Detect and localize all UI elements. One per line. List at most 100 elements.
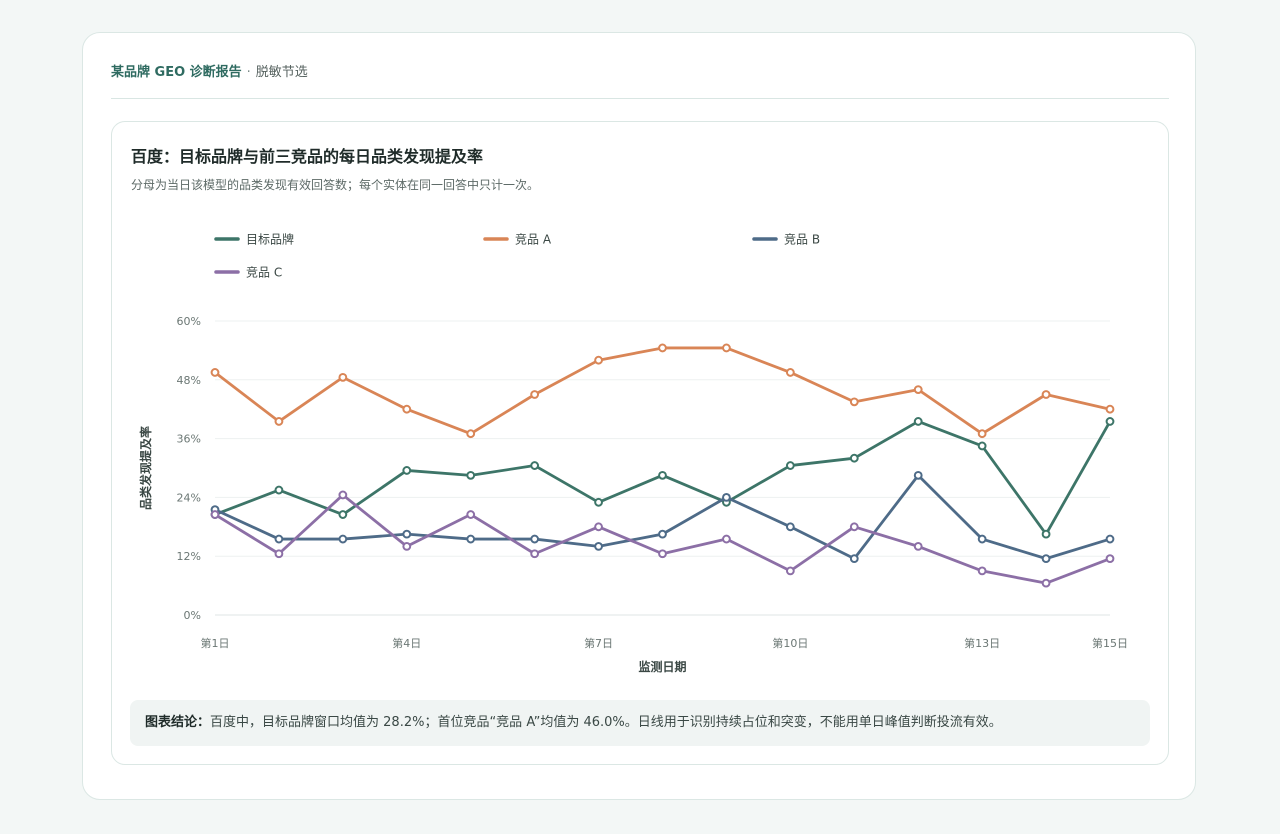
data-point: [466, 470, 476, 480]
data-point: [785, 566, 795, 576]
chart-card: 百度：目标品牌与前三竞品的每日品类发现提及率 分母为当日该模型的品类发现有效回答…: [111, 121, 1169, 765]
legend-label: 竞品 A: [515, 233, 552, 247]
data-point: [338, 490, 348, 500]
data-point: [785, 461, 795, 470]
legend-item: 目标品牌: [214, 233, 294, 247]
data-point: [338, 372, 348, 382]
data-point: [785, 368, 795, 377]
data-point: [658, 529, 667, 539]
chart-conclusion: 图表结论：百度中，目标品牌窗口均值为 28.2%；首位竞品“竞品 A”均值为 4…: [130, 700, 1150, 746]
data-point: [594, 522, 603, 532]
data-point: [849, 397, 859, 407]
x-tick-label: 第7日: [584, 636, 613, 650]
y-tick-label: 36%: [177, 433, 201, 446]
data-point: [722, 493, 731, 502]
data-point: [274, 485, 284, 495]
chart-axes: 0% 12% 24% 36% 48% 60% 第1日 第4日 第7日 第10日 第13日 第15日监测…: [138, 315, 1128, 674]
data-point: [402, 542, 412, 551]
chart-gridlines: [215, 320, 1110, 616]
chart-legend: 目标品牌 竞品 A 竞品 B 竞品 C: [214, 233, 820, 280]
data-point: [913, 470, 923, 480]
x-tick-label: 第10日: [772, 636, 808, 650]
chart-series: [210, 343, 1115, 588]
data-point: [1041, 554, 1051, 564]
report-subtitle: 脱敏节选: [255, 65, 308, 80]
data-point: [274, 417, 284, 426]
data-point: [274, 549, 284, 559]
legend-label: 竞品 B: [784, 233, 820, 247]
data-point: [210, 368, 220, 377]
series-line: [213, 346, 1112, 436]
series-group: [210, 343, 1115, 439]
data-point: [1105, 554, 1115, 564]
data-point: [1105, 417, 1115, 426]
legend-item: 竞品 C: [214, 266, 282, 280]
data-point: [785, 522, 795, 532]
report-card: 某品牌 GEO 诊断报告 · 脱敏节选 百度：目标品牌与前三竞品的每日品类发现提及率…: [82, 32, 1196, 800]
data-point: [1041, 390, 1051, 399]
data-point: [722, 343, 731, 353]
data-point: [210, 510, 220, 519]
series-group: [210, 490, 1115, 588]
data-point: [466, 510, 476, 519]
data-point: [594, 355, 603, 365]
x-axis-title: 监测日期: [638, 659, 686, 674]
y-axis-title: 品类发现提及率: [138, 426, 153, 510]
data-point: [977, 534, 987, 544]
data-point: [849, 522, 859, 532]
data-point: [1105, 404, 1115, 414]
data-point: [402, 529, 412, 539]
x-tick-label: 第15日: [1092, 636, 1128, 650]
conclusion-text: 百度中，目标品牌窗口均值为 28.2%；首位竞品“竞品 A”均值为 46.0%。…: [210, 715, 1002, 730]
y-tick-label: 48%: [177, 374, 201, 387]
chart-title: 百度：目标品牌与前三竞品的每日品类发现提及率: [131, 147, 484, 166]
data-point: [849, 554, 859, 564]
data-point: [913, 542, 923, 551]
data-point: [402, 466, 412, 475]
series-group: [210, 417, 1115, 539]
y-tick-label: 24%: [177, 491, 201, 504]
data-point: [274, 534, 284, 544]
data-point: [658, 343, 667, 353]
data-point: [1041, 529, 1051, 539]
chart-subtitle: 分母为当日该模型的品类发现有效回答数；每个实体在同一回答中只计一次。: [131, 178, 540, 192]
conclusion-label: 图表结论：: [145, 715, 211, 730]
data-point: [977, 429, 987, 439]
data-point: [530, 461, 540, 470]
y-tick-label: 0%: [184, 609, 201, 622]
x-tick-label: 第1日: [201, 636, 230, 650]
report-header: 某品牌 GEO 诊断报告 · 脱敏节选: [111, 63, 308, 83]
header-divider: [111, 98, 1169, 99]
data-point: [658, 470, 667, 480]
series-line: [213, 473, 1112, 561]
data-point: [658, 549, 667, 559]
data-point: [530, 390, 540, 399]
data-point: [1105, 534, 1115, 544]
report-brand: 某品牌 GEO 诊断报告: [111, 65, 242, 80]
data-point: [977, 441, 987, 451]
data-point: [1041, 578, 1051, 588]
data-point: [530, 549, 540, 559]
data-point: [722, 534, 731, 544]
y-tick-label: 12%: [177, 550, 201, 563]
data-point: [466, 429, 476, 439]
data-point: [594, 542, 603, 551]
legend-label: 竞品 C: [246, 266, 282, 280]
data-point: [338, 534, 348, 544]
header-separator: ·: [246, 65, 251, 80]
series-group: [210, 470, 1115, 564]
data-point: [977, 566, 987, 576]
data-point: [913, 417, 923, 426]
data-point: [402, 404, 412, 414]
data-point: [913, 385, 923, 395]
data-point: [530, 534, 540, 544]
legend-label: 目标品牌: [246, 233, 294, 247]
data-point: [338, 510, 348, 519]
legend-item: 竞品 A: [483, 233, 552, 247]
x-tick-label: 第4日: [392, 636, 421, 650]
data-point: [594, 497, 603, 507]
legend-item: 竞品 B: [752, 233, 820, 247]
y-tick-label: 60%: [177, 315, 201, 328]
x-tick-label: 第13日: [964, 636, 1000, 650]
data-point: [466, 534, 476, 544]
